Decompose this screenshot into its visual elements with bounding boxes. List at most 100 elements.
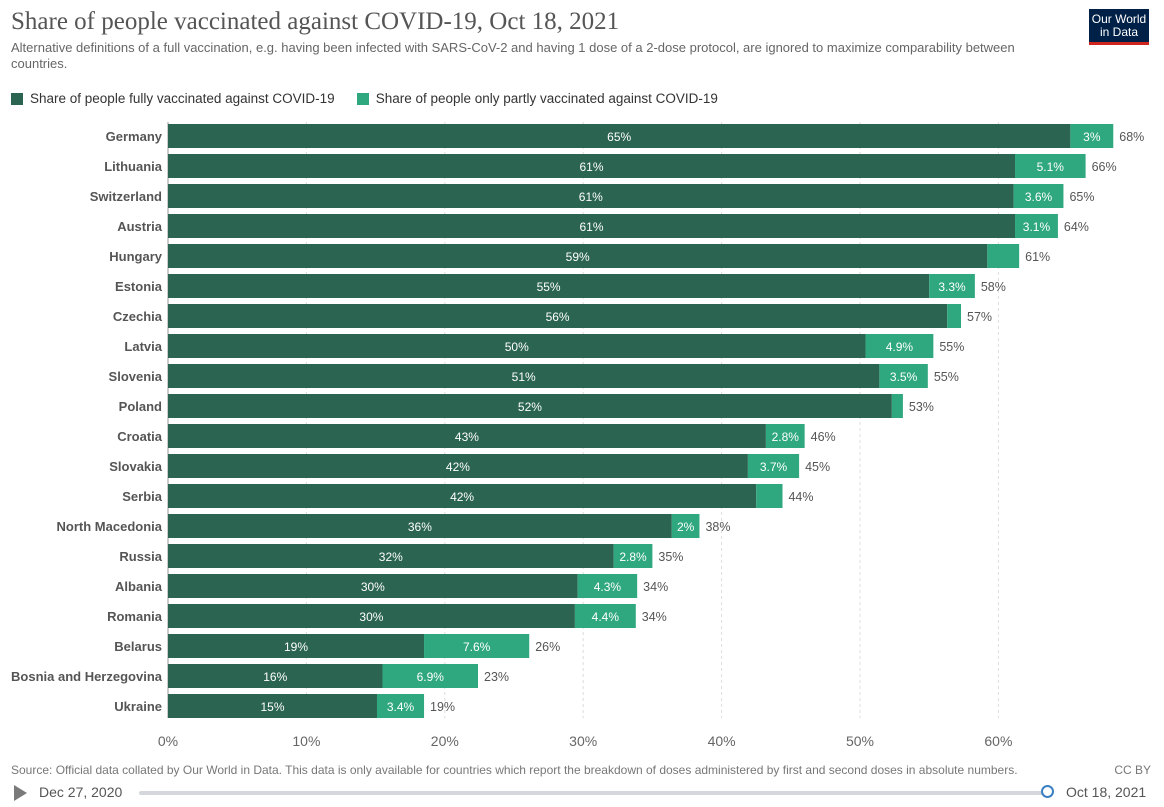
- bar-partial-label: 4.3%: [594, 580, 622, 594]
- bar-partial[interactable]: [574, 604, 636, 628]
- bar-partial-label: 3.4%: [387, 700, 415, 714]
- bar-partial[interactable]: [747, 454, 800, 478]
- category-label: Slovenia: [109, 369, 163, 384]
- bar-partial-label: 3.3%: [938, 280, 966, 294]
- bar-full-label: 42%: [450, 490, 474, 504]
- bar-total-label: 26%: [535, 640, 560, 654]
- category-label: Hungary: [109, 249, 163, 264]
- x-tick-label: 20%: [431, 733, 459, 749]
- category-label: Belarus: [114, 639, 162, 654]
- bar-full[interactable]: [168, 664, 383, 688]
- bar-partial-label: 3.1%: [1023, 220, 1051, 234]
- bar-total-label: 57%: [967, 310, 992, 324]
- category-label: Russia: [119, 549, 162, 564]
- bar-full[interactable]: [168, 124, 1071, 148]
- x-tick-label: 60%: [984, 733, 1012, 749]
- bar-partial[interactable]: [1070, 124, 1114, 148]
- bar-total-label: 46%: [811, 430, 836, 444]
- bar-full[interactable]: [168, 454, 748, 478]
- bar-full-label: 50%: [505, 340, 529, 354]
- bar-partial-label: 2%: [677, 520, 695, 534]
- category-label: Estonia: [115, 279, 163, 294]
- bar-partial[interactable]: [865, 334, 934, 358]
- bar-full[interactable]: [168, 154, 1016, 178]
- category-label: North Macedonia: [57, 519, 163, 534]
- bar-partial[interactable]: [756, 484, 783, 508]
- play-icon[interactable]: [14, 785, 27, 801]
- bar-partial[interactable]: [424, 634, 530, 658]
- category-label: Lithuania: [104, 159, 163, 174]
- legend-label-partial: Share of people only partly vaccinated a…: [375, 91, 718, 106]
- bar-partial-label: 3.6%: [1025, 190, 1053, 204]
- bar-total-label: 44%: [788, 490, 813, 504]
- source-note: Source: Official data collated by Our Wo…: [11, 763, 1018, 777]
- bar-full[interactable]: [168, 274, 930, 298]
- bar-partial[interactable]: [929, 274, 975, 298]
- bar-full[interactable]: [168, 544, 614, 568]
- category-label: Slovakia: [109, 459, 163, 474]
- bar-partial-label: 2.8%: [619, 550, 647, 564]
- bar-full[interactable]: [168, 424, 766, 448]
- bar-partial[interactable]: [947, 304, 962, 328]
- category-label: Serbia: [122, 489, 163, 504]
- legend-item-partial[interactable]: Share of people only partly vaccinated a…: [356, 91, 718, 106]
- bar-total-label: 68%: [1119, 130, 1144, 144]
- bar-partial[interactable]: [613, 544, 653, 568]
- bar-partial-label: 4.9%: [886, 340, 914, 354]
- bar-full[interactable]: [168, 364, 880, 388]
- bar-partial[interactable]: [1015, 214, 1058, 238]
- bar-partial-label: 4.4%: [592, 610, 620, 624]
- category-label: Poland: [119, 399, 162, 414]
- bar-full[interactable]: [168, 184, 1014, 208]
- bar-full[interactable]: [168, 514, 672, 538]
- bar-partial[interactable]: [376, 694, 425, 718]
- bar-full[interactable]: [168, 694, 377, 718]
- timeline: Dec 27, 2020 Oct 18, 2021: [0, 781, 1164, 805]
- bar-partial[interactable]: [879, 364, 928, 388]
- logo-line-1: Our World: [1091, 12, 1147, 26]
- bar-full-label: 65%: [607, 130, 631, 144]
- bar-partial-label: 3%: [1083, 130, 1101, 144]
- bar-full[interactable]: [168, 604, 575, 628]
- legend-label-full: Share of people fully vaccinated against…: [30, 91, 335, 106]
- bar-chart: 0% 10% 20% 30% 40% 50% 60% Germany 65% 3% 68% Lithu…: [11, 122, 1144, 749]
- bar-full[interactable]: [168, 214, 1016, 238]
- category-label: Albania: [115, 579, 163, 594]
- bar-total-label: 65%: [1069, 190, 1094, 204]
- category-label: Latvia: [124, 339, 162, 354]
- timeline-track[interactable]: [139, 791, 1049, 795]
- bar-partial[interactable]: [987, 244, 1020, 268]
- bar-full-label: 61%: [579, 160, 603, 174]
- bar-full[interactable]: [168, 394, 892, 418]
- bar-full[interactable]: [168, 634, 425, 658]
- bar-full[interactable]: [168, 334, 866, 358]
- bar-full-label: 30%: [359, 610, 383, 624]
- bar-partial[interactable]: [671, 514, 700, 538]
- category-label: Croatia: [117, 429, 163, 444]
- license-link[interactable]: CC BY: [1114, 763, 1151, 777]
- bar-total-label: 38%: [705, 520, 730, 534]
- bar-full[interactable]: [168, 484, 757, 508]
- x-tick-label: 40%: [708, 733, 736, 749]
- bar-total-label: 64%: [1064, 220, 1089, 234]
- x-tick-label: 50%: [846, 733, 874, 749]
- bar-full[interactable]: [168, 574, 578, 598]
- bar-partial[interactable]: [765, 424, 805, 448]
- bar-partial[interactable]: [382, 664, 479, 688]
- timeline-end-date: Oct 18, 2021: [1066, 784, 1147, 800]
- category-label: Germany: [106, 129, 163, 144]
- bar-full-label: 15%: [260, 700, 284, 714]
- legend-item-full[interactable]: Share of people fully vaccinated against…: [11, 91, 335, 106]
- bar-partial[interactable]: [891, 394, 903, 418]
- bar-full[interactable]: [168, 244, 988, 268]
- bar-full[interactable]: [168, 304, 948, 328]
- timeline-start-date: Dec 27, 2020: [39, 784, 123, 800]
- timeline-handle[interactable]: [1041, 785, 1054, 798]
- owid-logo[interactable]: Our World in Data: [1089, 9, 1149, 45]
- bar-partial[interactable]: [1013, 184, 1064, 208]
- bar-partial[interactable]: [577, 574, 638, 598]
- chart-subtitle: Alternative definitions of a full vaccin…: [11, 40, 1015, 71]
- bar-partial-label: 7.6%: [463, 640, 491, 654]
- bar-partial-label: 3.7%: [760, 460, 788, 474]
- bar-partial[interactable]: [1015, 154, 1086, 178]
